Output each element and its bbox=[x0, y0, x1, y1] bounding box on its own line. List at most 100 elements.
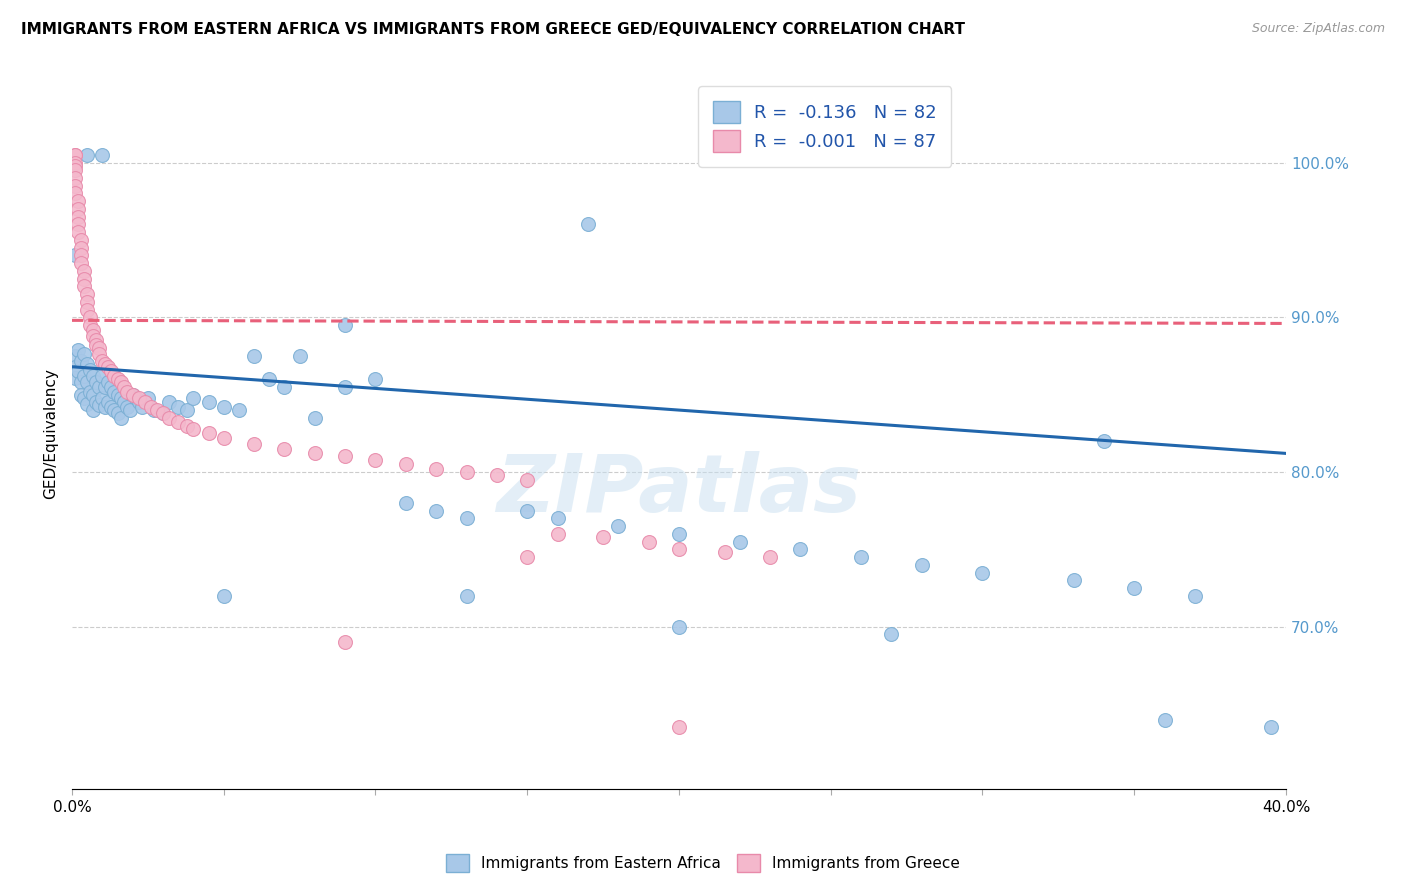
Point bbox=[668, 526, 690, 541]
Point bbox=[273, 380, 295, 394]
Point bbox=[128, 391, 150, 405]
Point bbox=[97, 376, 120, 390]
Text: ZIPatlas: ZIPatlas bbox=[496, 451, 862, 529]
Point bbox=[67, 202, 90, 216]
Point bbox=[157, 395, 180, 409]
Point bbox=[110, 410, 132, 425]
Point bbox=[76, 357, 98, 371]
Point bbox=[425, 503, 447, 517]
Point bbox=[107, 406, 129, 420]
Point bbox=[63, 163, 86, 178]
Point bbox=[395, 496, 418, 510]
Point bbox=[63, 186, 86, 201]
Point bbox=[82, 387, 104, 401]
Point bbox=[79, 363, 101, 377]
Point bbox=[304, 446, 326, 460]
Point bbox=[97, 395, 120, 409]
Point bbox=[73, 279, 96, 293]
Point bbox=[67, 225, 90, 239]
Point bbox=[547, 526, 569, 541]
Point bbox=[73, 264, 96, 278]
Point bbox=[183, 391, 205, 405]
Point bbox=[63, 148, 86, 162]
Point bbox=[121, 387, 143, 401]
Point bbox=[82, 328, 104, 343]
Point bbox=[112, 395, 135, 409]
Point bbox=[91, 353, 114, 368]
Point bbox=[70, 233, 93, 247]
Point bbox=[103, 369, 125, 384]
Point bbox=[103, 403, 125, 417]
Point bbox=[176, 418, 198, 433]
Point bbox=[197, 426, 219, 441]
Point bbox=[100, 380, 122, 394]
Point bbox=[91, 391, 114, 405]
Point bbox=[63, 359, 86, 374]
Point bbox=[1153, 713, 1175, 727]
Point bbox=[395, 457, 418, 471]
Point bbox=[125, 391, 148, 405]
Point bbox=[212, 589, 235, 603]
Point bbox=[157, 410, 180, 425]
Point bbox=[79, 318, 101, 332]
Text: Source: ZipAtlas.com: Source: ZipAtlas.com bbox=[1251, 22, 1385, 36]
Point bbox=[70, 248, 93, 262]
Point bbox=[333, 450, 356, 464]
Point bbox=[63, 148, 86, 162]
Point bbox=[89, 380, 111, 394]
Point bbox=[516, 503, 538, 517]
Point bbox=[76, 302, 98, 317]
Point bbox=[76, 376, 98, 390]
Point bbox=[94, 357, 117, 371]
Point bbox=[789, 542, 811, 557]
Point bbox=[63, 178, 86, 193]
Point bbox=[107, 387, 129, 401]
Point bbox=[176, 403, 198, 417]
Point bbox=[849, 550, 872, 565]
Point bbox=[1260, 720, 1282, 734]
Point bbox=[212, 400, 235, 414]
Point bbox=[118, 403, 141, 417]
Point bbox=[84, 338, 107, 352]
Point bbox=[516, 473, 538, 487]
Point bbox=[456, 511, 478, 525]
Point bbox=[79, 310, 101, 325]
Point bbox=[911, 558, 934, 572]
Point bbox=[364, 372, 387, 386]
Point bbox=[1063, 574, 1085, 588]
Point bbox=[63, 248, 86, 262]
Point bbox=[84, 376, 107, 390]
Point bbox=[84, 395, 107, 409]
Point bbox=[333, 318, 356, 332]
Point bbox=[94, 380, 117, 394]
Point bbox=[63, 159, 86, 173]
Point bbox=[67, 194, 90, 209]
Point bbox=[668, 542, 690, 557]
Point bbox=[212, 431, 235, 445]
Point bbox=[63, 155, 86, 169]
Point bbox=[136, 391, 159, 405]
Point bbox=[76, 148, 98, 162]
Point bbox=[668, 620, 690, 634]
Point bbox=[110, 391, 132, 405]
Point bbox=[668, 720, 690, 734]
Point bbox=[304, 410, 326, 425]
Point bbox=[84, 334, 107, 348]
Point bbox=[76, 287, 98, 301]
Y-axis label: GED/Equivalency: GED/Equivalency bbox=[44, 368, 58, 499]
Point bbox=[273, 442, 295, 456]
Point bbox=[100, 400, 122, 414]
Point bbox=[243, 437, 266, 451]
Point bbox=[713, 545, 735, 559]
Point bbox=[70, 241, 93, 255]
Point bbox=[82, 403, 104, 417]
Point bbox=[79, 384, 101, 399]
Point bbox=[103, 384, 125, 399]
Point bbox=[288, 349, 311, 363]
Point bbox=[425, 462, 447, 476]
Point bbox=[516, 550, 538, 565]
Point bbox=[110, 376, 132, 390]
Point bbox=[972, 566, 994, 580]
Point bbox=[167, 400, 190, 414]
Point bbox=[82, 323, 104, 337]
